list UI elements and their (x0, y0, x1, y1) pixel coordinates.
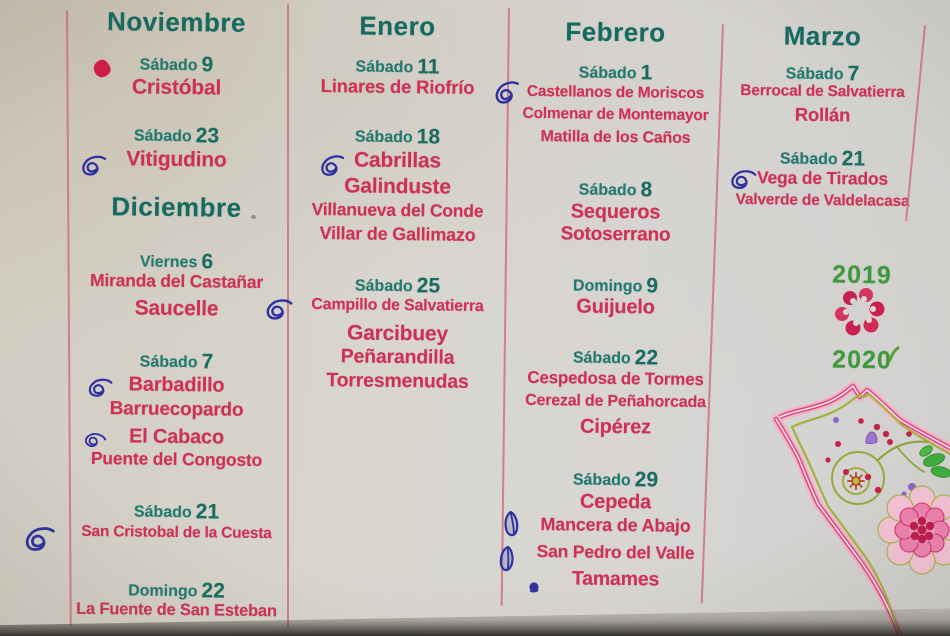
weekday-label: Sábado (572, 471, 631, 490)
weekday-label: Sábado (354, 277, 413, 296)
pen-scribble-mark (80, 429, 108, 455)
weekday-label: Sábado (355, 58, 414, 77)
month-column-enero: Enero Sábado 11 Linares de Riofrío Sábado 18 C… (289, 0, 506, 636)
weekday-label: Sábado (133, 127, 192, 146)
town-name: Sequeros (570, 200, 661, 224)
pen-scribble-mark (488, 76, 528, 115)
town-name: Villar de Gallimazo (319, 223, 476, 245)
town-name: La Fuente de San Esteban (76, 599, 277, 621)
date-label: Sábado 25 (289, 273, 506, 299)
weekday-label: Domingo (128, 582, 198, 601)
pen-scribble-mark (314, 151, 351, 187)
town-name: Miranda del Castañar (89, 269, 264, 293)
town-name: Cipérez (579, 415, 652, 439)
weekday-label: Sábado (779, 150, 838, 169)
date-label: Sábado 1 (510, 60, 721, 86)
pen-scribble-mark (501, 509, 522, 544)
town-name: Castellanos de Moriscos (526, 82, 705, 103)
date-label: Sábado 23 (66, 123, 287, 149)
weekday-label: Sábado (785, 65, 844, 84)
town-name: Cepeda (579, 490, 652, 514)
day-number: 25 (416, 274, 441, 298)
town-name: Peñarandilla (340, 345, 455, 369)
date-label: Sábado 29 (510, 467, 721, 493)
day-number: 21 (195, 500, 220, 524)
weekday-label: Sábado (578, 64, 637, 83)
day-number: 8 (640, 178, 653, 202)
town-name: San Pedro del Valle (536, 541, 695, 563)
year-2019: 2019 (831, 260, 893, 290)
pen-scribble-mark (19, 522, 62, 562)
printed-speck (251, 215, 256, 219)
weekday-label: Sábado (354, 128, 413, 147)
town-name: Cespedosa de Tormes (527, 367, 704, 390)
town-name: Cerezal de Peñahorcada (525, 391, 706, 412)
town-name: Sotoserrano (560, 223, 671, 246)
date-label: Sábado 21 (66, 499, 287, 525)
pen-scribble-mark (497, 545, 517, 579)
town-name: Torresmenudas (326, 369, 469, 393)
town-name: Villanueva del Conde (311, 198, 484, 222)
day-number: 1 (640, 61, 653, 85)
weekday-label: Sábado (572, 349, 631, 368)
day-number: 23 (195, 124, 220, 148)
town-name: Tamames (571, 567, 660, 591)
town-name: Saucelle (134, 296, 219, 321)
month-column-febrero: Febrero Sábado 1 Castellanos de Moriscos Col… (510, 0, 721, 636)
town-name: Guijuelo (576, 295, 655, 319)
day-number: 9 (646, 274, 659, 298)
weekday-label: Domingo (572, 277, 643, 296)
town-name: Berrocal de Salvatierra (740, 81, 905, 102)
weekday-label: Sábado (139, 353, 198, 372)
weekday-label: Sábado (139, 56, 198, 75)
pen-scribble-mark (261, 296, 297, 329)
date-label: Sábado 7 (66, 349, 287, 375)
day-number: 7 (847, 62, 860, 86)
town-name: Linares de Riofrío (320, 75, 475, 98)
day-number: 22 (201, 579, 225, 603)
day-number: 7 (201, 350, 214, 374)
month-title: Febrero (565, 16, 666, 48)
town-name: Matilla de los Caños (540, 128, 691, 147)
day-number: 22 (634, 346, 659, 370)
column-divider (287, 4, 289, 628)
town-name: Mancera de Abajo (540, 514, 691, 536)
month-title: Marzo (783, 20, 862, 52)
flower-logo (835, 288, 885, 336)
month-column-noviembre-diciembre: Noviembre Sábado 9 Cristóbal Sábado 23 Vitigud… (66, 0, 287, 636)
town-name: Rollán (794, 103, 851, 126)
weekday-label: Sábado (133, 503, 192, 522)
pen-scribble-mark (76, 152, 112, 186)
town-name: Campillo de Salvatierra (311, 295, 484, 316)
date-label: Sábado 8 (510, 177, 721, 203)
month-title: Noviembre (106, 6, 247, 38)
town-name: Garcibuey (346, 321, 449, 346)
day-number: 6 (201, 250, 214, 274)
pen-dot-mark (527, 580, 541, 599)
town-name: Cristóbal (131, 75, 222, 100)
decorative-flower-drawing (771, 346, 950, 636)
day-number: 11 (417, 55, 440, 79)
weekday-label: Sábado (578, 181, 637, 200)
day-number: 29 (634, 468, 659, 492)
day-number: 21 (841, 147, 866, 171)
date-label: Sábado 18 (289, 124, 506, 150)
weekday-label: Viernes (139, 253, 198, 272)
pen-scribble-mark (727, 168, 760, 198)
day-number: 9 (201, 53, 214, 77)
town-name: San Cristobal de la Cuesta (81, 522, 272, 543)
month-title: Enero (359, 10, 436, 42)
date-label: Sábado 22 (510, 345, 721, 371)
day-number: 18 (416, 125, 441, 149)
town-name: Colmenar de Montemayor (522, 104, 709, 125)
pen-scribble-mark (84, 376, 116, 405)
